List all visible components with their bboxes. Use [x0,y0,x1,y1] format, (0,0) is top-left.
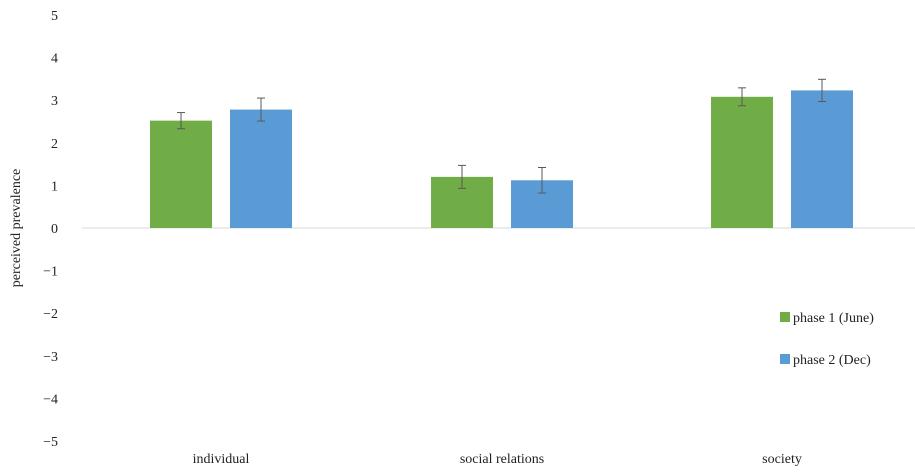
legend-label: phase 1 (June) [793,311,874,326]
bar [791,90,853,228]
y-tick-label: 2 [51,137,58,152]
legend: phase 1 (June) phase 2 (Dec) [780,311,874,368]
bar [150,120,212,228]
y-tick-label: −3 [43,350,58,365]
y-tick-label: 0 [51,222,58,237]
bar [230,109,292,228]
x-tick-label: social relations [460,452,544,467]
bars [150,90,853,229]
bar [711,96,773,229]
y-tick-label: −4 [43,392,58,407]
legend-swatch [780,312,790,322]
y-tick-label: 1 [51,179,58,194]
error-bars [177,78,826,194]
y-tick-label: −1 [43,265,58,280]
legend-swatch [780,354,790,364]
y-tick-label: 3 [51,94,58,109]
x-axis-labels: individual social relations society [193,452,802,467]
y-axis-title: perceived prevalence [9,169,24,288]
y-axis-ticks: 5 4 3 2 1 0 −1 −2 −3 −4 −5 [43,9,58,450]
legend-label: phase 2 (Dec) [793,353,871,368]
y-tick-label: 4 [51,52,58,67]
x-tick-label: society [762,452,802,467]
x-tick-label: individual [193,452,250,467]
y-tick-label: 5 [51,9,58,24]
y-tick-label: −2 [43,307,58,322]
y-tick-label: −5 [43,435,58,450]
